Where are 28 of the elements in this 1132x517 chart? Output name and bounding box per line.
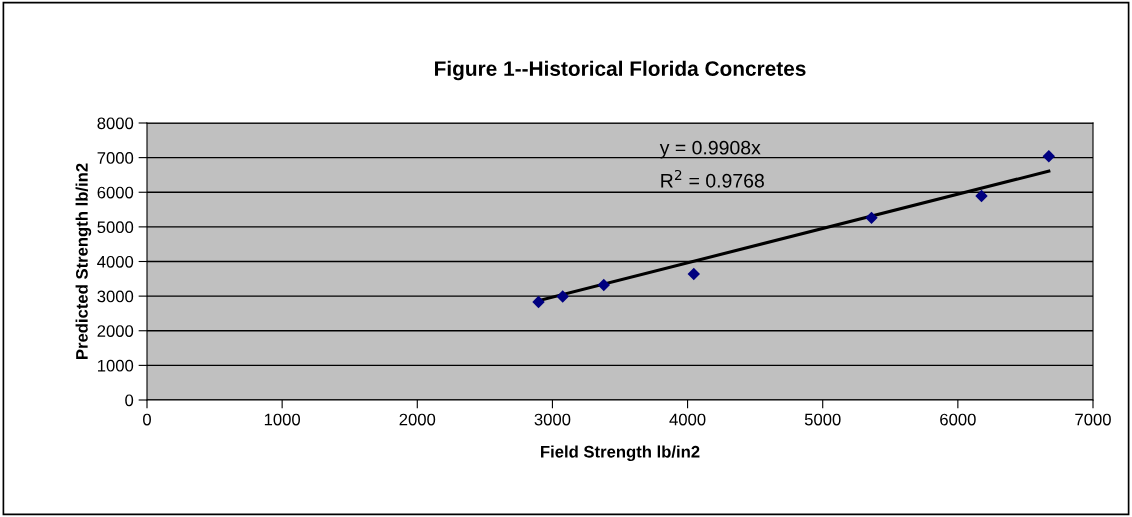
point: [865, 211, 878, 225]
x-tick-label: 6000: [940, 413, 976, 426]
y-tick-label: 6000: [97, 186, 134, 199]
x-tick-label: 1000: [264, 413, 301, 426]
x-tick-label: 4000: [669, 413, 706, 426]
y-axis-title: Predicted Strength lb/in2: [75, 163, 92, 359]
y-tick-label: 3000: [97, 290, 134, 303]
point: [687, 267, 700, 281]
y-tick-label: 5000: [97, 221, 134, 234]
x-tick-label: 2000: [399, 413, 436, 426]
point: [1042, 150, 1056, 163]
chart-title: Figure 1--Historical Florida Concretes: [435, 60, 806, 81]
y-tick-label: 1000: [98, 359, 134, 372]
y-tick-label: 4000: [97, 255, 134, 268]
x-tick-label: 0: [143, 413, 151, 426]
point: [597, 278, 610, 292]
y-tick-label: 2000: [97, 325, 134, 337]
x-axis-title: Field Strength lb/in2: [541, 445, 700, 462]
x-tick-label: 5000: [804, 413, 841, 426]
y-tick-label: 7000: [97, 152, 134, 164]
point: [556, 290, 569, 303]
y-tick-label: 0: [125, 394, 134, 407]
point: [532, 295, 545, 309]
y-tick-label: 8000: [97, 117, 134, 130]
annotation: R$^{2}$ = 0.9768: [661, 169, 764, 188]
x-tick-label: 7000: [1075, 413, 1111, 426]
point: [975, 189, 988, 203]
x-tick-label: 3000: [534, 413, 571, 426]
